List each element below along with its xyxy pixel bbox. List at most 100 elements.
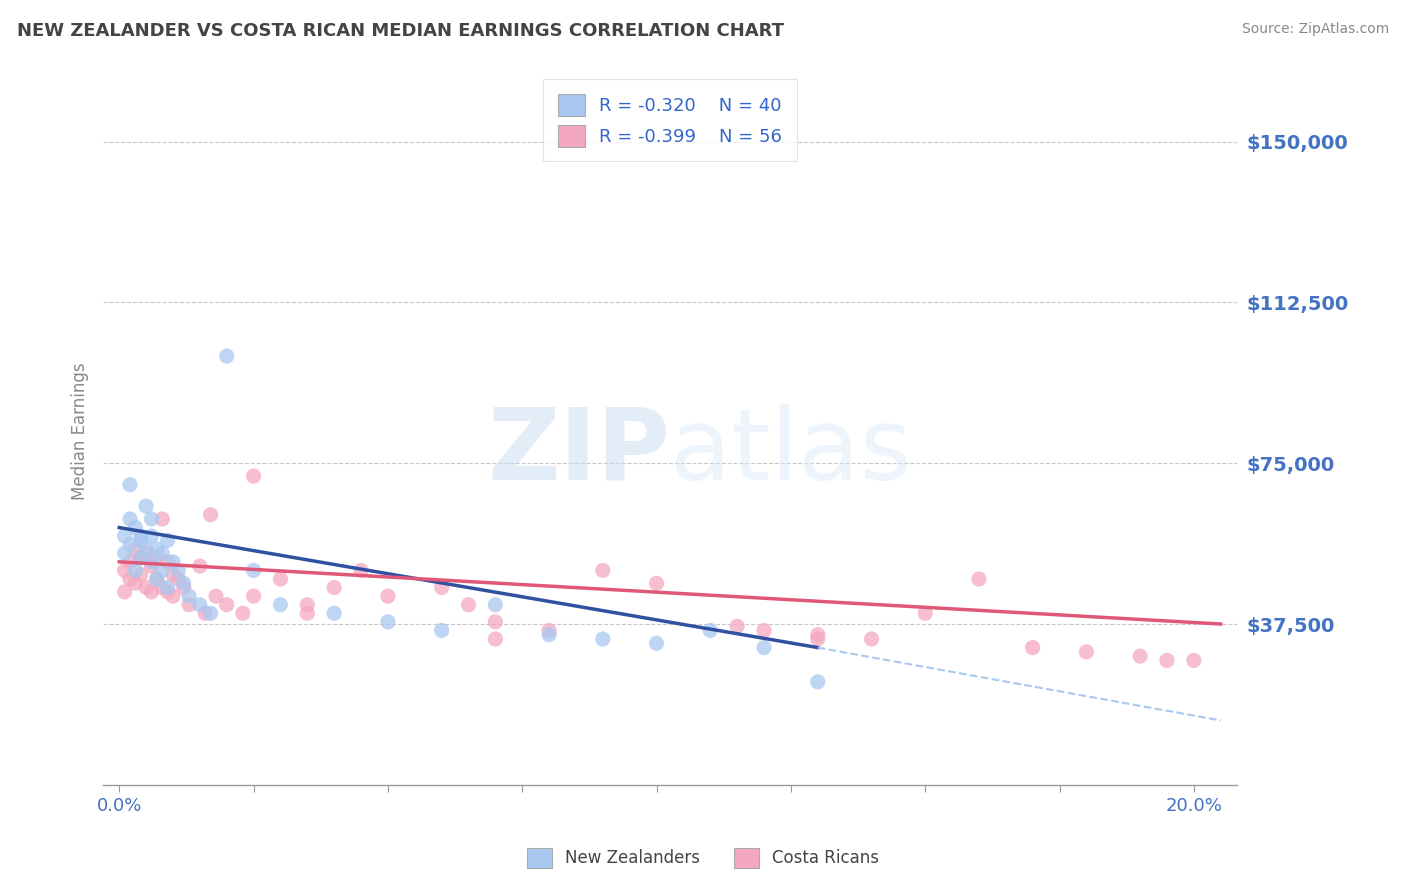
Point	[430, 624, 453, 638]
Point	[242, 469, 264, 483]
Point	[114, 546, 136, 560]
Point	[177, 598, 200, 612]
Point	[232, 607, 254, 621]
Point	[205, 589, 228, 603]
Point	[150, 581, 173, 595]
Point	[173, 581, 195, 595]
Point	[124, 520, 146, 534]
Point	[457, 598, 479, 612]
Point	[752, 624, 775, 638]
Point	[323, 607, 346, 621]
Point	[269, 572, 291, 586]
Point	[141, 512, 163, 526]
Point	[146, 550, 169, 565]
Point	[135, 541, 157, 556]
Point	[699, 624, 721, 638]
Point	[114, 563, 136, 577]
Point	[146, 541, 169, 556]
Point	[215, 349, 238, 363]
Point	[592, 563, 614, 577]
Point	[162, 589, 184, 603]
Point	[141, 585, 163, 599]
Point	[129, 533, 152, 548]
Point	[484, 598, 506, 612]
Point	[156, 555, 179, 569]
Point	[323, 581, 346, 595]
Point	[297, 607, 319, 621]
Point	[156, 533, 179, 548]
Point	[188, 559, 211, 574]
Text: ZIP: ZIP	[486, 404, 671, 500]
Point	[967, 572, 990, 586]
Point	[167, 563, 190, 577]
Point	[350, 563, 373, 577]
Point	[124, 576, 146, 591]
Point	[135, 499, 157, 513]
Point	[538, 624, 561, 638]
Point	[114, 585, 136, 599]
Point	[860, 632, 883, 646]
Point	[807, 632, 830, 646]
Point	[118, 512, 141, 526]
Point	[135, 581, 157, 595]
Text: NEW ZEALANDER VS COSTA RICAN MEDIAN EARNINGS CORRELATION CHART: NEW ZEALANDER VS COSTA RICAN MEDIAN EARN…	[17, 22, 785, 40]
Point	[807, 674, 830, 689]
Point	[167, 572, 190, 586]
Point	[129, 550, 152, 565]
Point	[725, 619, 748, 633]
Point	[377, 615, 399, 629]
Point	[118, 538, 141, 552]
Point	[118, 477, 141, 491]
Point	[752, 640, 775, 655]
Point	[1076, 645, 1098, 659]
Point	[1129, 649, 1152, 664]
Point	[156, 585, 179, 599]
Point	[484, 615, 506, 629]
Point	[1021, 640, 1043, 655]
Point	[150, 563, 173, 577]
Point	[118, 572, 141, 586]
Y-axis label: Median Earnings: Median Earnings	[72, 362, 89, 500]
Text: Source: ZipAtlas.com: Source: ZipAtlas.com	[1241, 22, 1389, 37]
Point	[188, 598, 211, 612]
Point	[129, 550, 152, 565]
Point	[269, 598, 291, 612]
Point	[484, 632, 506, 646]
Point	[1182, 653, 1205, 667]
Point	[645, 576, 668, 591]
Point	[297, 598, 319, 612]
Point	[118, 555, 141, 569]
Point	[807, 628, 830, 642]
Point	[124, 563, 146, 577]
Text: atlas: atlas	[671, 404, 911, 500]
Legend: R = -0.320    N = 40, R = -0.399    N = 56: R = -0.320 N = 40, R = -0.399 N = 56	[543, 79, 797, 161]
Point	[150, 512, 173, 526]
Point	[135, 546, 157, 560]
Point	[129, 529, 152, 543]
Point	[141, 559, 163, 574]
Point	[538, 628, 561, 642]
Point	[173, 576, 195, 591]
Point	[124, 541, 146, 556]
Point	[200, 508, 222, 522]
Point	[150, 546, 173, 560]
Point	[162, 567, 184, 582]
Point	[177, 589, 200, 603]
Point	[242, 563, 264, 577]
Point	[146, 572, 169, 586]
Point	[645, 636, 668, 650]
Point	[162, 555, 184, 569]
Point	[215, 598, 238, 612]
Point	[114, 529, 136, 543]
Point	[141, 529, 163, 543]
Point	[242, 589, 264, 603]
Point	[592, 632, 614, 646]
Point	[194, 607, 217, 621]
Point	[200, 607, 222, 621]
Point	[156, 581, 179, 595]
Point	[129, 567, 152, 582]
Point	[1156, 653, 1178, 667]
Legend: New Zealanders, Costa Ricans: New Zealanders, Costa Ricans	[520, 841, 886, 875]
Point	[377, 589, 399, 603]
Point	[146, 572, 169, 586]
